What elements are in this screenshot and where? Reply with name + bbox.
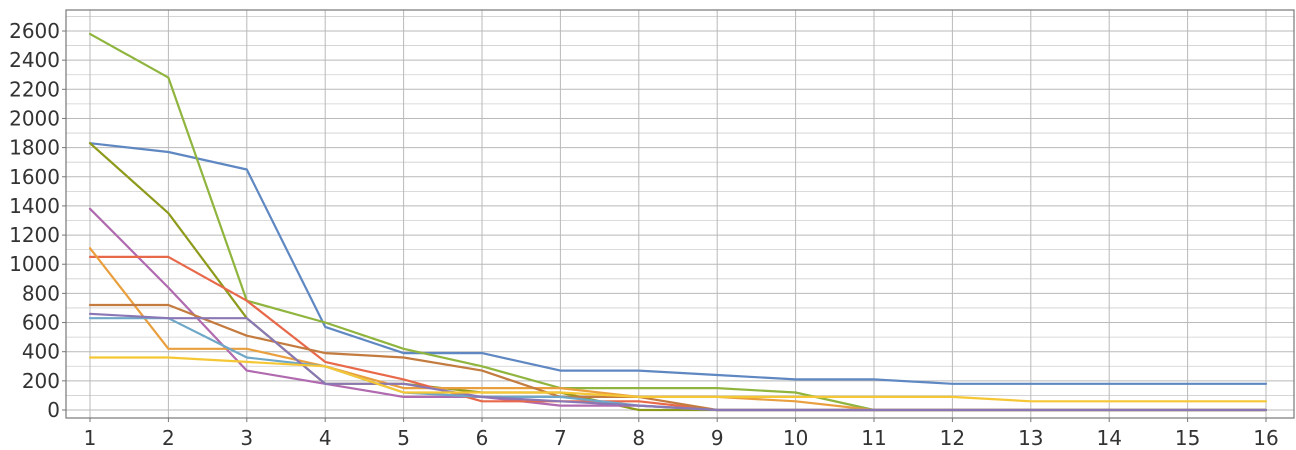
x-tick-label: 13 xyxy=(1018,426,1043,450)
series-lines xyxy=(88,32,1268,412)
x-tick-label: 4 xyxy=(319,426,332,450)
series-line-7 xyxy=(88,303,1268,412)
y-tick-label: 2200 xyxy=(9,77,60,101)
x-tick-label: 8 xyxy=(632,426,645,450)
x-tick-label: 5 xyxy=(397,426,410,450)
x-tick-label: 3 xyxy=(240,426,253,450)
y-tick-label: 1400 xyxy=(9,194,60,218)
y-tick-label: 200 xyxy=(22,369,60,393)
x-tick-label: 12 xyxy=(940,426,965,450)
series-line-4 xyxy=(88,207,1268,412)
y-tick-label: 1000 xyxy=(9,252,60,276)
y-tick-label: 1200 xyxy=(9,223,60,247)
x-tick-label: 7 xyxy=(554,426,567,450)
y-tick-label: 2600 xyxy=(9,19,60,43)
series-line-9 xyxy=(88,312,1268,412)
x-tick-label: 1 xyxy=(84,426,97,450)
y-tick-label: 800 xyxy=(22,281,60,305)
x-tick-label: 10 xyxy=(783,426,808,450)
y-tick-label: 1800 xyxy=(9,136,60,160)
y-tick-label: 1600 xyxy=(9,165,60,189)
x-tick-label: 16 xyxy=(1253,426,1278,450)
y-tick-label: 2400 xyxy=(9,48,60,72)
y-tick-label: 2000 xyxy=(9,106,60,130)
plot-frame xyxy=(65,9,1295,419)
y-tick-label: 400 xyxy=(22,340,60,364)
y-tick-label: 600 xyxy=(22,311,60,335)
series-line-1 xyxy=(88,142,1268,385)
y-tick-label: 0 xyxy=(47,398,60,422)
x-axis-ticks: 1 2 3 4 5 6 7 8 9 10 11 12 13 14 15 16 xyxy=(84,418,1279,450)
x-tick-label: 6 xyxy=(476,426,489,450)
series-line-10 xyxy=(88,356,1268,403)
series-line-3 xyxy=(88,142,1268,412)
x-tick-label: 2 xyxy=(162,426,175,450)
x-tick-label: 14 xyxy=(1096,426,1121,450)
x-tick-label: 11 xyxy=(861,426,886,450)
series-line-6 xyxy=(88,247,1268,412)
x-tick-label: 9 xyxy=(711,426,724,450)
x-tick-label: 15 xyxy=(1175,426,1200,450)
y-axis-ticks: 0 200 400 600 800 1000 1200 1400 1600 1800 2000 220… xyxy=(9,19,66,422)
